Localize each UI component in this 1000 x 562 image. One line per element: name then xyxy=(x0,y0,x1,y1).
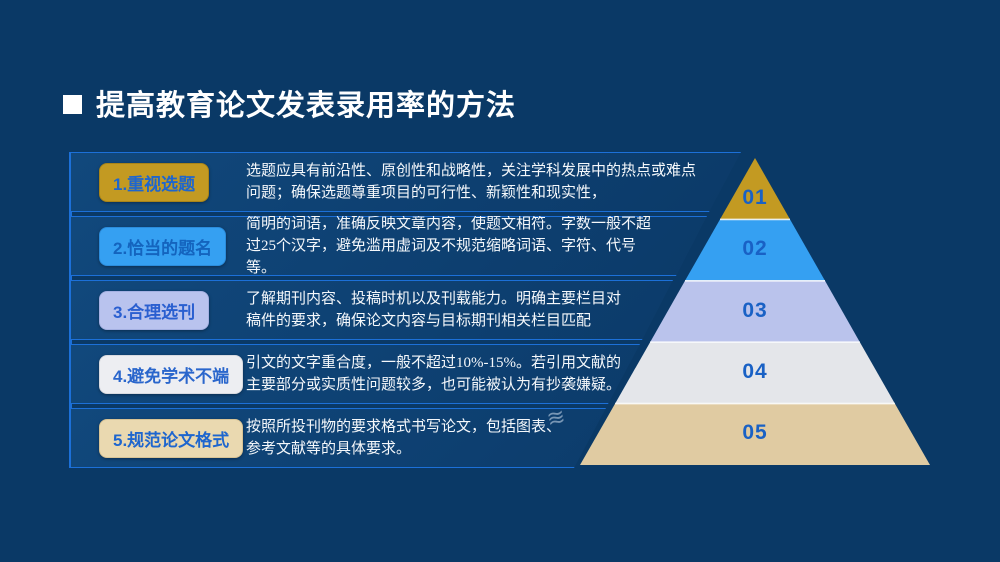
step-5-label-button[interactable]: 5.规范论文格式 xyxy=(99,418,244,458)
list-item-3: 3.合理选刊 了解期刊内容、投稿时机以及刊载能力。明确主要栏目对稿件的要求，确保… xyxy=(70,280,673,340)
pyramid-svg xyxy=(580,158,930,465)
pyramid-level-4-shape xyxy=(615,342,895,404)
list-item-4: 4.避免学术不端 引文的文字重合度，一般不超过10%-15%。若引用文献的主要部… xyxy=(70,344,640,404)
list-item-1: 1.重视选题 选题应具有前沿性、原创性和战略性，关注学科发展中的热点或难点问题；… xyxy=(70,152,741,212)
step-1-label-button[interactable]: 1.重视选题 xyxy=(99,162,210,202)
pyramid-level-2-number: 02 xyxy=(742,237,768,260)
step-3-description: 了解期刊内容、投稿时机以及刊载能力。明确主要栏目对稿件的要求，确保论文内容与目标… xyxy=(246,291,622,329)
title-bullet-square-icon xyxy=(63,95,82,114)
pyramid-level-1-shape xyxy=(720,158,790,220)
pyramid-level-3-shape xyxy=(650,280,860,343)
pyramid-level-5-number: 05 xyxy=(742,421,768,444)
step-label-column: 2.恰当的题名 xyxy=(71,226,246,266)
page-title: 提高教育论文发表录用率的方法 xyxy=(96,90,517,122)
list-item-5: 5.规范论文格式 按照所投刊物的要求格式书写论文，包括图表、参考文献等的具体要求… xyxy=(70,408,606,468)
pyramid-level-5-shape xyxy=(580,403,930,465)
step-label-column: 4.避免学术不端 xyxy=(71,354,246,394)
pyramid-level-4-number: 04 xyxy=(742,360,768,383)
pyramid-level-2-shape xyxy=(685,219,825,281)
step-3-label-button[interactable]: 3.合理选刊 xyxy=(99,290,210,330)
step-label-column: 1.重视选题 xyxy=(71,162,246,202)
step-2-label-button[interactable]: 2.恰当的题名 xyxy=(99,226,227,266)
step-4-label-button[interactable]: 4.避免学术不端 xyxy=(99,354,244,394)
step-2-description: 简明的词语，准确反映文章内容，使题文相符。字数一般不超过25个汉字，避免滥用虚词… xyxy=(246,216,652,276)
step-5-description: 按照所投刊物的要求格式书写论文，包括图表、参考文献等的具体要求。 xyxy=(246,419,562,457)
title-block: 提高教育论文发表录用率的方法 xyxy=(63,82,516,124)
method-list: 1.重视选题 选题应具有前沿性、原创性和战略性，关注学科发展中的热点或难点问题；… xyxy=(70,152,750,472)
step-label-column: 3.合理选刊 xyxy=(71,290,246,330)
step-1-description: 选题应具有前沿性、原创性和战略性，关注学科发展中的热点或难点问题；确保选题尊重项… xyxy=(246,163,697,201)
step-4-description: 引文的文字重合度，一般不超过10%-15%。若引用文献的主要部分或实质性问题较多… xyxy=(246,355,622,393)
pyramid-level-3-number: 03 xyxy=(742,299,768,322)
list-item-2: 2.恰当的题名 简明的词语，准确反映文章内容，使题文相符。字数一般不超过25个汉… xyxy=(70,216,707,276)
pyramid-level-1-number: 01 xyxy=(742,186,768,209)
pyramid-graphic: 01 02 03 04 05 xyxy=(560,150,950,470)
step-label-column: 5.规范论文格式 xyxy=(71,418,246,458)
